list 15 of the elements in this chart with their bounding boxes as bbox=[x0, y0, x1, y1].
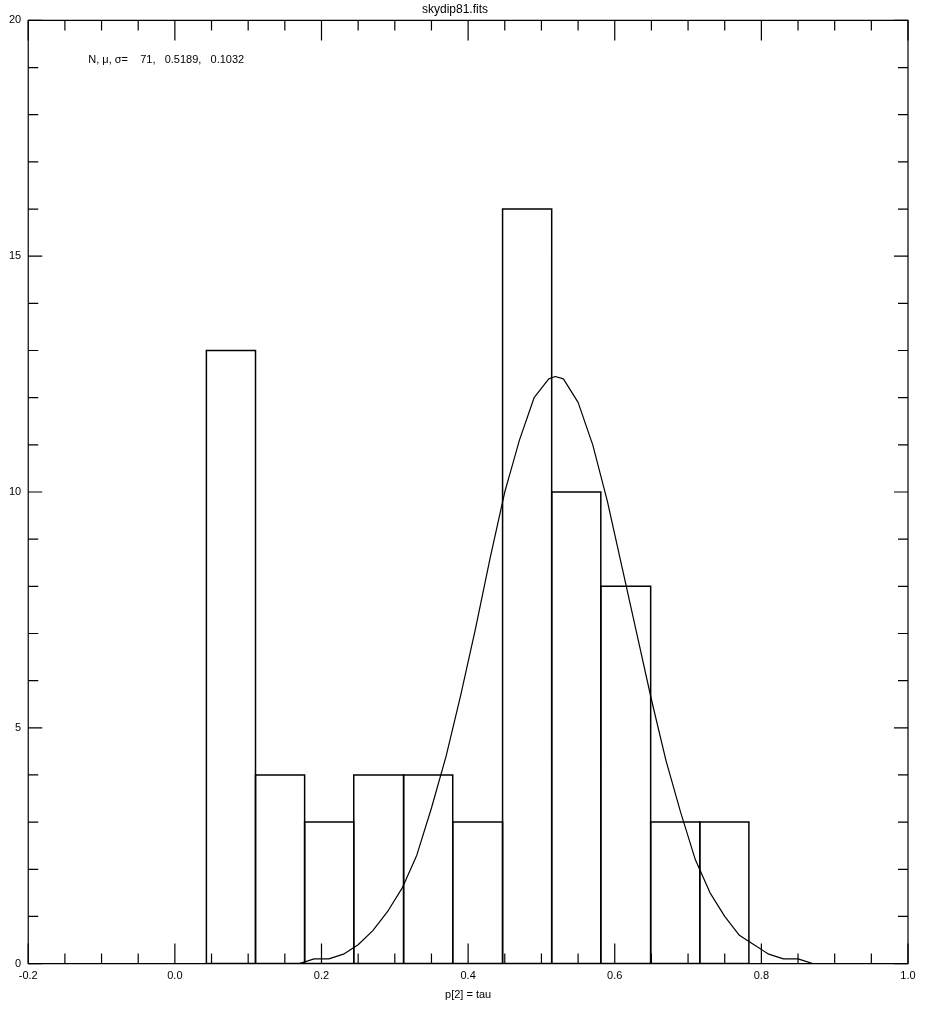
annotation: N, μ, σ= 71, 0.5189, 0.1032 bbox=[88, 53, 245, 66]
y-tick-label: 20 bbox=[8, 13, 22, 26]
x-tick-label: 0.8 bbox=[753, 969, 770, 982]
y-tick-label: 5 bbox=[15, 720, 22, 733]
y-tick-label: 15 bbox=[8, 249, 22, 262]
x-tick-label: 0.2 bbox=[313, 969, 330, 982]
chart-title: skydip81.fits bbox=[421, 1, 489, 16]
y-tick-label: 0 bbox=[15, 956, 22, 969]
y-tick-label: 10 bbox=[8, 485, 22, 498]
x-tick-label: 1.0 bbox=[900, 969, 916, 982]
x-tick-label: 0.0 bbox=[167, 969, 183, 982]
x-tick-label: 0.6 bbox=[607, 969, 623, 982]
x-tick-label: 0.4 bbox=[460, 969, 476, 982]
x-tick-label: -0.2 bbox=[18, 969, 38, 982]
x-axis-title: p[2] = tau bbox=[445, 988, 492, 1001]
